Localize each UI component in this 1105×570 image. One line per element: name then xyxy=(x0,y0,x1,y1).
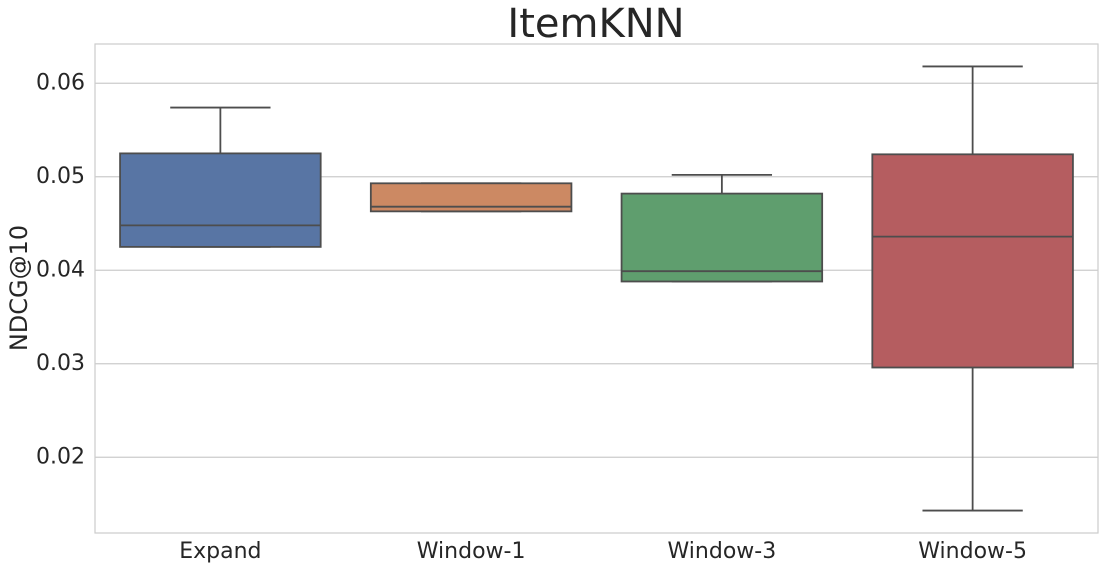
x-tick-label: Window-1 xyxy=(417,539,526,564)
x-tick-label: Window-5 xyxy=(918,539,1027,564)
box xyxy=(620,192,824,283)
box xyxy=(871,153,1074,369)
box xyxy=(119,152,322,248)
y-tick-label: 0.06 xyxy=(36,70,85,95)
y-tick-label: 0.03 xyxy=(36,351,85,376)
y-tick-label: 0.05 xyxy=(36,164,85,189)
y-tick-label: 0.02 xyxy=(36,444,85,469)
chart-title: ItemKNN xyxy=(507,1,684,47)
x-tick-label: Window-3 xyxy=(668,539,777,564)
y-tick-label: 0.04 xyxy=(36,257,85,282)
y-axis-label: NDCG@10 xyxy=(5,225,33,351)
x-tick-label: Expand xyxy=(179,539,261,564)
